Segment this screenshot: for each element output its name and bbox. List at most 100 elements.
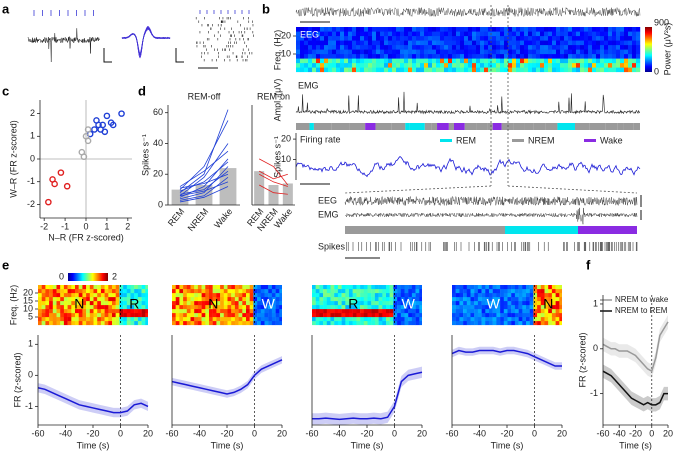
spectrogram-cell [568,45,573,50]
spectrogram-cell [428,40,433,46]
spectrogram-cell [420,58,425,64]
spectrogram-cell [432,49,437,55]
spectrogram-cell [296,27,301,32]
heatmap-cell [555,309,560,314]
heatmap-cell [212,321,217,326]
y-axis-label: FR (z-scored) [12,352,22,407]
heatmap-cell [507,313,512,318]
heatmap-cell [356,297,361,302]
heatmap-cell [386,289,390,294]
spectrogram-cell [580,40,585,46]
heatmap-cell [337,297,342,302]
spectrogram-cell [360,40,365,46]
spectrogram-cell [540,36,545,41]
spectrogram-cell [604,67,609,73]
heatmap-cell [559,285,562,290]
heatmap-cell [175,285,180,290]
spectrogram-cell [608,40,613,46]
heatmap-cell [511,313,516,318]
heatmap-cell [145,321,148,326]
heatmap-cell [97,317,102,322]
heatmap-cell [223,301,228,306]
paired-line [179,181,229,197]
hypnogram-segment [513,123,525,130]
y-tick-label: 60 [153,107,163,117]
spectrogram-cell [408,36,413,41]
spectrogram-cell [456,58,461,64]
spectrogram-cell [592,27,597,32]
heatmap-cell [371,289,376,294]
spectrogram-cell [484,31,489,37]
heatmap-cell [134,293,139,298]
heatmap-cell [323,309,327,314]
hypnogram-segment [605,123,618,130]
heatmap-cell [496,313,501,318]
spectrogram-cell [380,49,385,55]
spectrogram-cell [300,67,305,73]
heatmap-cell [194,293,199,298]
heatmap-cell [452,301,456,306]
spectrogram-cell [328,40,333,46]
heatmap-cell [115,317,120,322]
spectrogram-cell [416,49,421,55]
category-label: Wake [212,206,234,230]
heatmap-cell [529,301,534,306]
heatmap-cell [334,321,339,326]
zoom-line [507,185,638,194]
heatmap-cell [257,321,261,326]
heatmap-cell [496,293,501,298]
heatmap-cell [257,297,261,302]
hypnogram-segment [623,123,634,130]
spectrogram-cell [624,63,629,68]
heatmap-cell [38,289,42,294]
heatmap-cell [533,305,538,310]
spectrogram-cell [492,40,497,46]
heatmap-cell [71,321,76,326]
heatmap-cell [190,293,195,298]
spectrogram-cell [556,54,561,59]
heatmap-cell [559,293,562,298]
spectrogram-cell [612,49,617,55]
heatmap-cell [197,305,202,310]
spectrogram-cell [412,27,417,32]
spectrogram-cell [360,67,365,73]
heatmap-cell [529,309,534,314]
spectrogram-cell [344,36,349,41]
heatmap-cell [71,301,76,306]
spectrogram-cell [528,54,533,59]
heatmap-cell [205,293,210,298]
heatmap-cell [477,293,482,298]
spectrogram-cell [448,27,453,32]
heatmap-cell [41,289,46,294]
spectrogram-cell [480,40,485,46]
spectrogram-cell [492,27,497,32]
heatmap-cell [337,301,342,306]
heatmap-cell [49,305,53,310]
spectrogram-cell [408,27,413,32]
spectrogram-cell [308,27,313,32]
x-axis-label: N–R (FR z-scored) [48,232,124,242]
spectrogram-cell [508,40,513,46]
heatmap-cell [104,317,109,322]
spectrogram-cell [380,63,385,68]
heatmap-cell [489,317,493,322]
spectrogram-cell [600,63,605,68]
heatmap-cell [345,293,350,298]
heatmap-cell [119,309,124,314]
heatmap-cell [112,309,116,314]
heatmap-cell [382,309,387,314]
heatmap-cell [145,293,148,298]
paired-line [258,170,288,180]
heatmap-cell [115,293,120,298]
heatmap-cell [330,313,335,318]
trace-label: EEG [318,195,337,205]
spectrogram-cell [508,67,513,73]
spectrogram-cell [508,36,513,41]
spectrogram-cell [536,63,541,68]
heatmap-cell [264,313,269,318]
spectrogram-cell [612,31,617,37]
heatmap-cell [63,309,68,314]
panel-label: d [138,83,146,98]
heatmap-cell [466,285,471,290]
spectrogram-cell [448,54,453,59]
